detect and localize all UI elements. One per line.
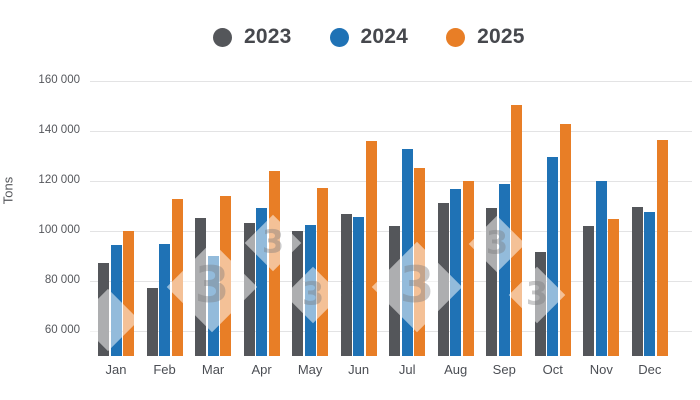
y-tick-label-60000: 60 000 bbox=[44, 324, 80, 336]
bar-dec-2023 bbox=[631, 207, 643, 356]
bar-feb-2025 bbox=[171, 199, 183, 356]
y-tick-label-80000: 80 000 bbox=[44, 274, 80, 286]
bar-dec-2024 bbox=[644, 211, 656, 356]
bar-jul-2025 bbox=[414, 167, 426, 356]
y-tick-label-100000: 100 000 bbox=[38, 224, 80, 236]
bar-group-may bbox=[292, 72, 329, 356]
bar-jun-2024 bbox=[353, 217, 365, 356]
bar-aug-2025 bbox=[462, 181, 474, 356]
legend-dot-2024 bbox=[329, 27, 349, 47]
bar-oct-2025 bbox=[559, 123, 571, 356]
bar-may-2024 bbox=[304, 225, 316, 356]
legend-item-2023[interactable]: 2023 bbox=[213, 25, 292, 49]
y-tick-label-120000: 120 000 bbox=[38, 174, 80, 186]
x-tick-label-jun: Jun bbox=[348, 362, 370, 377]
x-tick-label-sep: Sep bbox=[492, 362, 516, 377]
bar-jul-2024 bbox=[401, 149, 413, 356]
x-tick-label-oct: Oct bbox=[542, 362, 563, 377]
x-tick-label-feb: Feb bbox=[153, 362, 176, 377]
bar-group-jun bbox=[340, 72, 377, 356]
bar-group-mar bbox=[195, 72, 232, 356]
legend-dot-2023 bbox=[213, 27, 232, 47]
bar-jan-2024 bbox=[110, 245, 122, 356]
bar-group-oct bbox=[534, 72, 571, 356]
bar-oct-2023 bbox=[534, 251, 546, 356]
x-tick-label-dec: Dec bbox=[638, 362, 662, 377]
bar-group-aug bbox=[437, 72, 474, 356]
bar-sep-2025 bbox=[511, 105, 523, 356]
y-tick-label-140000: 140 000 bbox=[38, 124, 80, 136]
bar-feb-2023 bbox=[146, 287, 158, 356]
gridline-140000 bbox=[90, 131, 692, 132]
x-axis-labels: Jan Feb Mar Apr May Jun Jul Aug Sep Oct Nov Dec bbox=[98, 362, 668, 377]
x-tick-label-jul: Jul bbox=[398, 362, 416, 377]
x-tick-label-aug: Aug bbox=[444, 362, 468, 377]
bar-apr-2025 bbox=[268, 171, 280, 356]
bar-mar-2023 bbox=[195, 217, 207, 356]
bar-jul-2023 bbox=[389, 226, 401, 356]
bar-dec-2025 bbox=[656, 140, 668, 356]
x-tick-label-nov: Nov bbox=[589, 362, 613, 377]
x-tick-label-jan: Jan bbox=[105, 362, 127, 377]
bar-jun-2023 bbox=[340, 214, 352, 356]
x-tick-label-mar: Mar bbox=[201, 362, 225, 377]
bar-mar-2025 bbox=[220, 195, 232, 356]
legend-label-2025: 2025 bbox=[477, 25, 525, 48]
bar-jan-2025 bbox=[123, 230, 134, 356]
bar-group-jan bbox=[98, 72, 134, 356]
bar-jun-2025 bbox=[365, 141, 377, 356]
bar-mar-2024 bbox=[207, 255, 219, 356]
bar-oct-2024 bbox=[547, 157, 559, 356]
bar-jan-2023 bbox=[98, 263, 109, 356]
bar-nov-2023 bbox=[583, 225, 595, 356]
gridline-160000 bbox=[90, 81, 692, 82]
bar-group-jul bbox=[389, 72, 426, 356]
gridline-120000 bbox=[90, 181, 692, 182]
plot-area bbox=[98, 72, 668, 356]
bar-apr-2024 bbox=[256, 208, 268, 356]
bar-sep-2024 bbox=[498, 183, 510, 356]
bar-aug-2023 bbox=[437, 203, 449, 356]
legend-item-2025[interactable]: 2025 bbox=[446, 25, 525, 49]
legend-item-2024[interactable]: 2024 bbox=[329, 25, 409, 49]
y-tick-label-160000: 160 000 bbox=[38, 74, 80, 86]
bar-sep-2023 bbox=[486, 207, 498, 356]
chart-legend: 2023 2024 2025 bbox=[213, 25, 525, 49]
legend-label-2023: 2023 bbox=[244, 25, 292, 48]
bar-apr-2023 bbox=[243, 222, 255, 356]
bar-group-apr bbox=[243, 72, 280, 356]
bar-may-2025 bbox=[317, 187, 329, 356]
bar-group-sep bbox=[486, 72, 523, 356]
bar-group-dec bbox=[631, 72, 668, 356]
bar-feb-2024 bbox=[159, 244, 171, 356]
bar-may-2023 bbox=[292, 231, 304, 356]
x-tick-label-may: May bbox=[297, 362, 323, 377]
legend-label-2024: 2024 bbox=[360, 25, 409, 48]
legend-dot-2025 bbox=[446, 27, 466, 47]
bar-group-feb bbox=[146, 72, 183, 356]
bar-nov-2025 bbox=[608, 218, 620, 356]
bar-group-nov bbox=[583, 72, 620, 356]
bar-aug-2024 bbox=[450, 188, 462, 356]
x-tick-label-apr: Apr bbox=[251, 362, 272, 377]
y-axis-title: Tons bbox=[0, 176, 16, 205]
bar-nov-2024 bbox=[595, 181, 607, 356]
